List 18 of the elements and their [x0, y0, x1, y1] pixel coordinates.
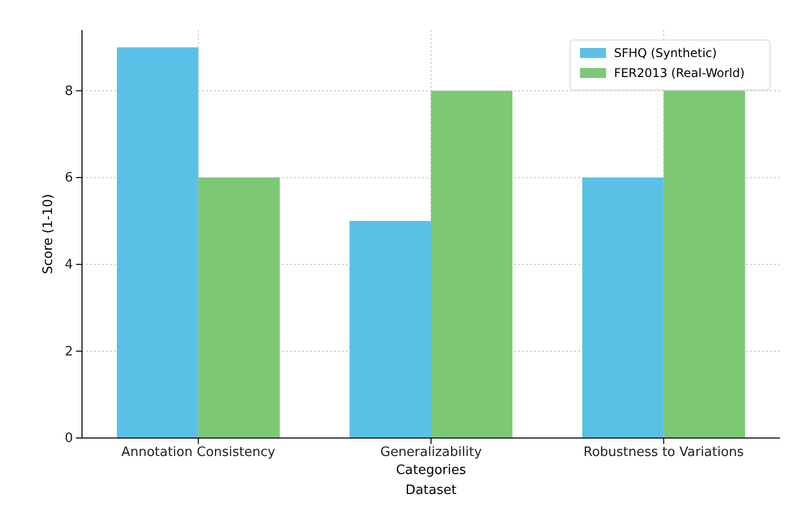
y-tick-label: 4: [64, 258, 73, 273]
x-tick-label: Robustness to Variations: [584, 445, 744, 460]
legend-label: SFHQ (Synthetic): [614, 46, 717, 60]
bar: [116, 47, 198, 438]
bar: [431, 90, 512, 438]
legend-label: FER2013 (Real-World): [614, 66, 745, 80]
x-axis-title: Categories: [396, 463, 466, 478]
bar: [198, 178, 280, 438]
x-tick-label: Generalizability: [380, 445, 482, 460]
y-tick-label: 0: [64, 431, 73, 446]
y-tick-label: 6: [64, 170, 73, 186]
text: Dataset: [406, 483, 456, 498]
bar: [350, 220, 431, 438]
y-axis-title: Score (1-10): [41, 194, 56, 274]
bar: [582, 178, 664, 438]
y-tick-label: 8: [64, 84, 73, 99]
x-tick-label: Annotation Consistency: [121, 445, 276, 460]
y-tick-label: 2: [64, 344, 73, 360]
